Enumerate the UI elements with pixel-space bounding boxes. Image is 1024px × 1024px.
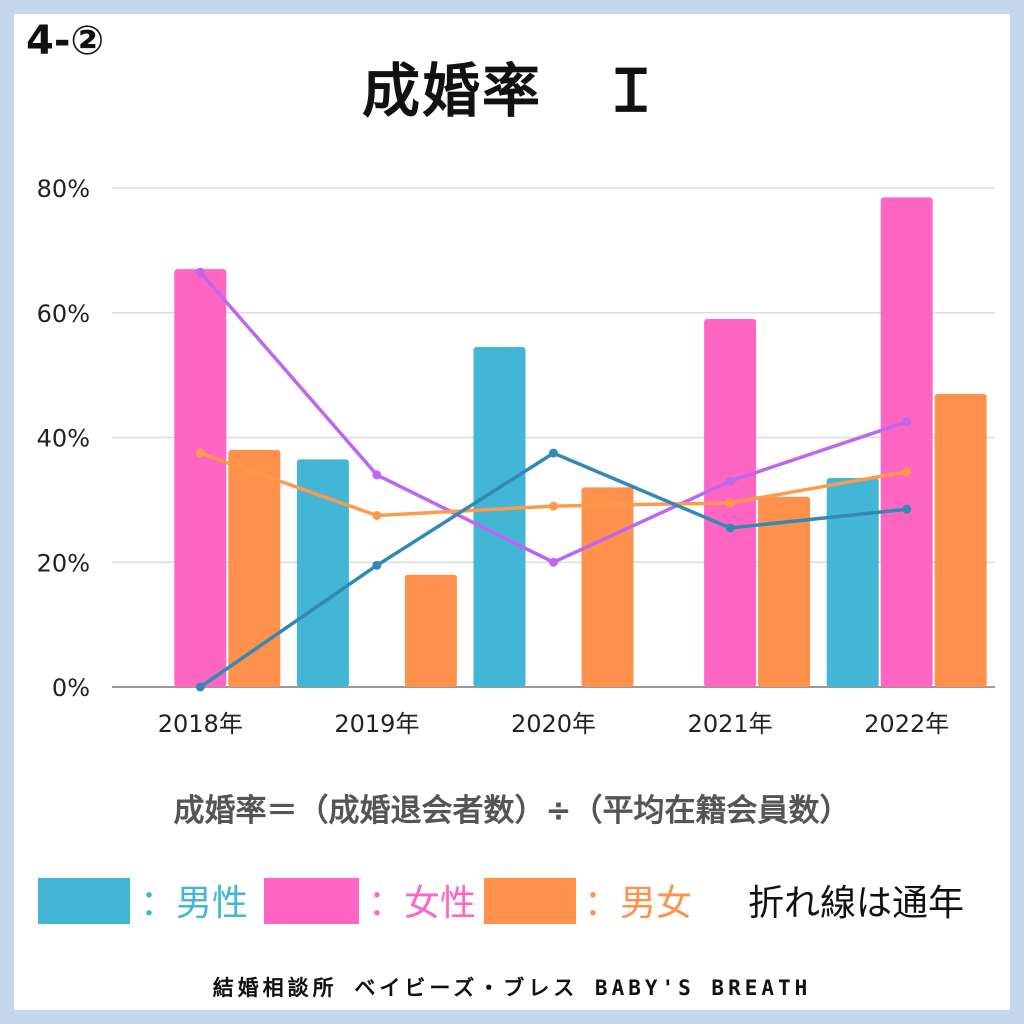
point-both_line — [725, 498, 735, 508]
y-tick-label: 60% — [37, 300, 90, 328]
point-male_line — [902, 504, 912, 514]
x-tick-label: 2021年 — [688, 710, 773, 738]
bar-female — [880, 197, 933, 687]
chart-lines — [195, 267, 912, 692]
bar-female — [174, 269, 227, 687]
bar-both — [934, 393, 987, 687]
point-both_line — [549, 501, 558, 511]
chart-tick-labels: 0% 20% 40% 60% 80% 2018年 2019年 2020年 2021年 2022年 — [37, 175, 950, 738]
legend-label-female: ：女性 — [368, 883, 477, 924]
bar-both — [581, 487, 634, 687]
legend-label-both: ：男女 — [584, 883, 693, 924]
point-female_line — [725, 476, 735, 486]
chart-title: 成婚率 Ｉ — [361, 57, 662, 125]
y-tick-label: 0% — [52, 674, 90, 702]
y-tick-label: 40% — [37, 425, 90, 453]
legend-swatch-male — [38, 878, 130, 924]
point-male_line — [372, 560, 382, 570]
legend-label-male: ：男性 — [140, 883, 249, 924]
bar-male — [473, 347, 526, 687]
point-female_line — [372, 470, 382, 480]
chart-bars — [174, 197, 987, 687]
x-tick-label: 2019年 — [334, 710, 419, 738]
y-tick-label: 80% — [37, 175, 90, 203]
x-tick-label: 2018年 — [158, 710, 243, 738]
section-number: 4-② — [26, 18, 105, 64]
legend-swatch-both — [484, 878, 576, 924]
x-tick-label: 2022年 — [864, 710, 949, 738]
bar-male — [296, 459, 349, 687]
bar-male — [826, 478, 879, 687]
point-male_line — [549, 448, 558, 458]
point-male_line — [725, 523, 735, 533]
point-female_line — [195, 267, 205, 277]
y-tick-label: 20% — [37, 549, 90, 577]
footer-brand: 結婚相談所 ベイビーズ・ブレス BABY'S BREATH — [212, 976, 812, 1000]
point-male_line — [195, 682, 205, 692]
point-both_line — [195, 448, 205, 458]
point-both_line — [902, 467, 912, 477]
point-female_line — [549, 557, 558, 567]
bar-both — [758, 496, 811, 687]
bar-both — [404, 574, 457, 687]
formula-text: 成婚率＝（成婚退会者数）÷（平均在籍会員数） — [173, 793, 851, 829]
legend-swatch-female — [264, 878, 359, 924]
bar-both — [228, 449, 281, 687]
point-female_line — [902, 417, 912, 427]
legend-note: 折れ線は通年 — [748, 883, 965, 924]
x-tick-label: 2020年 — [511, 710, 596, 738]
point-both_line — [372, 510, 382, 520]
